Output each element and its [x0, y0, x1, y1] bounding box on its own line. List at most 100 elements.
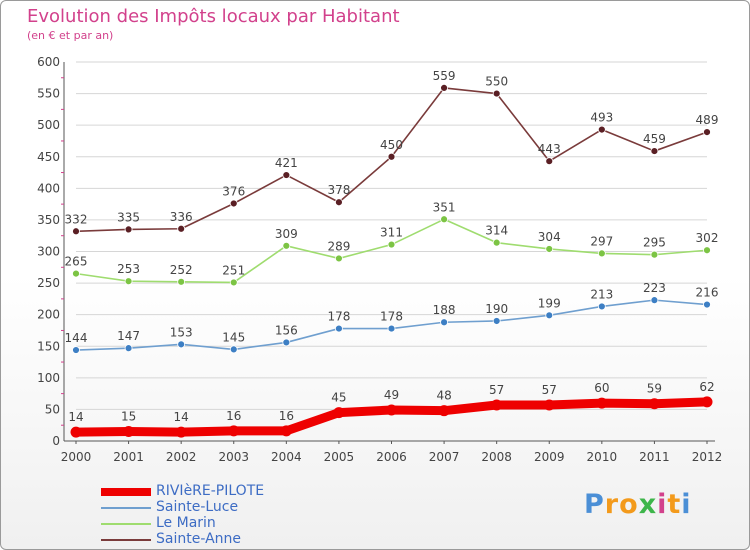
data-label: 48	[436, 389, 451, 403]
y-tick-label: 200	[37, 308, 60, 322]
data-point	[387, 324, 396, 333]
line-chart: 0 50 100 150 200 250 300 350 400 450 500 550 600 2000…	[37, 55, 723, 464]
data-label: 178	[380, 310, 403, 324]
data-point	[438, 405, 450, 417]
data-label: 213	[590, 287, 613, 301]
data-label: 59	[647, 382, 662, 396]
data-point	[280, 425, 292, 437]
data-label: 378	[327, 183, 350, 197]
data-point	[229, 345, 238, 354]
x-tick-label: 2000	[61, 450, 92, 464]
data-point	[229, 278, 238, 287]
data-label: 335	[117, 210, 140, 224]
data-label: 314	[485, 224, 508, 238]
data-point	[335, 198, 343, 207]
x-tick-label: 2011	[639, 450, 670, 464]
data-label: 16	[279, 409, 294, 423]
x-tick-label: 2006	[376, 450, 407, 464]
data-point	[543, 399, 555, 411]
data-label: 289	[327, 239, 350, 253]
data-point	[175, 426, 187, 438]
data-label: 550	[485, 75, 508, 89]
data-label: 147	[117, 329, 140, 343]
legend-swatch	[101, 523, 151, 525]
data-point	[545, 245, 554, 253]
data-point	[650, 250, 659, 259]
data-label: 309	[275, 227, 298, 241]
data-label: 265	[65, 255, 88, 269]
data-label: 302	[696, 231, 719, 245]
data-point	[123, 426, 135, 438]
data-label: 332	[65, 212, 88, 226]
data-point	[387, 240, 396, 249]
data-point	[650, 296, 659, 305]
data-label: 57	[542, 383, 557, 397]
y-tick-label: 0	[52, 434, 60, 448]
data-point	[492, 238, 501, 247]
data-label: 153	[170, 325, 193, 339]
legend-label: Sainte-Anne	[156, 531, 242, 547]
data-label: 304	[538, 230, 561, 244]
legend-label: RIVIèRE-PILOTE	[156, 483, 265, 499]
data-point	[596, 397, 608, 409]
logo-letter-i2: i	[681, 489, 692, 520]
y-tick-label: 250	[37, 276, 60, 290]
data-label: 295	[643, 236, 666, 250]
x-tick-label: 2002	[166, 450, 197, 464]
data-label: 450	[380, 138, 403, 152]
logo-letter-x: x	[638, 489, 658, 520]
data-label: 15	[121, 410, 136, 424]
data-point	[545, 311, 554, 320]
data-label: 253	[117, 262, 140, 276]
data-label: 297	[590, 234, 613, 248]
y-tick-label: 100	[37, 371, 60, 385]
x-tick-label: 2009	[534, 450, 565, 464]
data-label: 489	[696, 113, 719, 127]
legend-swatch	[101, 507, 151, 509]
data-point	[229, 199, 238, 208]
legend-swatch	[101, 539, 151, 541]
y-tick-label: 150	[37, 339, 60, 353]
data-point	[333, 407, 345, 419]
data-point	[492, 89, 501, 98]
logo-letter-p: P	[584, 489, 605, 520]
y-tick-label: 500	[37, 118, 60, 132]
y-tick-label: 600	[37, 55, 60, 69]
data-point	[440, 318, 448, 327]
data-label: 252	[170, 263, 193, 277]
data-label: 144	[65, 331, 88, 345]
data-point	[703, 300, 711, 309]
data-point	[72, 346, 80, 354]
data-label: 223	[643, 281, 666, 295]
data-label: 216	[696, 286, 719, 300]
data-label: 443	[538, 142, 561, 156]
logo-letter-t: t	[667, 489, 682, 520]
x-tick-label: 2007	[429, 450, 460, 464]
data-point	[282, 171, 291, 179]
data-label: 62	[699, 380, 714, 394]
data-label: 311	[380, 226, 403, 240]
data-point	[177, 224, 186, 233]
chart-subtitle: (en € et par an)	[27, 29, 114, 42]
data-point	[597, 302, 606, 311]
data-label: 188	[433, 303, 456, 317]
y-tick-label: 300	[37, 245, 60, 259]
data-label: 14	[68, 410, 83, 424]
logo-letter-o: o	[619, 489, 639, 520]
x-tick-label: 2012	[692, 450, 723, 464]
data-point	[703, 246, 711, 255]
data-point	[492, 317, 501, 325]
data-point	[597, 249, 606, 258]
data-point	[177, 277, 186, 286]
x-tick-label: 2003	[218, 450, 249, 464]
data-label: 49	[384, 388, 399, 402]
data-label: 156	[275, 323, 298, 337]
proxiti-logo: Proxiti	[584, 489, 692, 520]
data-label: 493	[590, 111, 613, 125]
y-tick-label: 50	[45, 402, 60, 416]
data-point	[124, 225, 133, 234]
data-point	[440, 83, 448, 92]
x-tick-label: 2004	[271, 450, 302, 464]
data-label: 60	[594, 381, 609, 395]
